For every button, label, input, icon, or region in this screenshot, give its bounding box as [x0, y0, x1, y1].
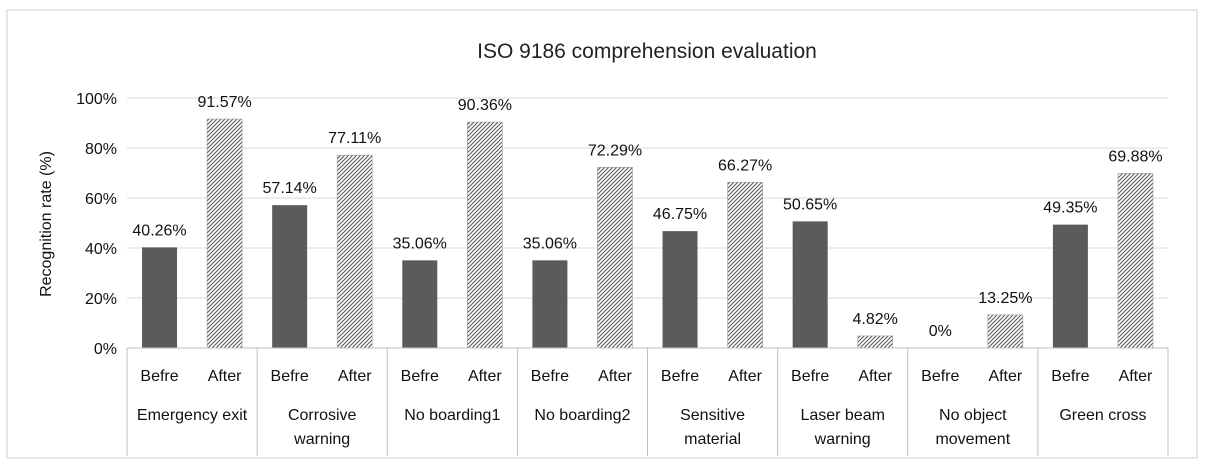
category-label: No boarding1 — [404, 407, 500, 424]
bars — [142, 118, 1154, 349]
sub-category-label: After — [988, 368, 1022, 385]
bar-befre — [402, 260, 438, 348]
bar-after — [206, 118, 243, 349]
sub-category-label: Befre — [401, 368, 439, 385]
bar-befre — [1052, 224, 1088, 348]
category-label: Emergency exit — [137, 407, 248, 424]
category-label: No object — [939, 407, 1007, 424]
y-tick-label: 60% — [85, 191, 117, 208]
sub-category-label: After — [598, 368, 632, 385]
y-tick-label: 80% — [85, 141, 117, 158]
sub-category-label: Befre — [140, 368, 178, 385]
sub-category-label: After — [858, 368, 892, 385]
category-label: warning — [814, 431, 871, 448]
bar-after — [857, 335, 894, 349]
sub-category-label: After — [208, 368, 242, 385]
data-label: 49.35% — [1043, 200, 1097, 217]
bar-befre — [532, 260, 568, 348]
bar-after — [1117, 173, 1154, 349]
sub-category-label: Befre — [271, 368, 309, 385]
bar-after — [467, 121, 503, 349]
chart-title: ISO 9186 comprehension evaluation — [477, 40, 817, 63]
y-axis-ticks: 0% 20% 40% 60% 80% 100% — [76, 91, 117, 358]
category-label: warning — [293, 431, 350, 448]
bar-after — [597, 166, 633, 349]
data-label: 50.65% — [783, 196, 837, 213]
sub-category-label: Befre — [921, 368, 959, 385]
category-label: Laser beam — [800, 407, 885, 424]
category-label: movement — [935, 431, 1010, 448]
y-tick-label: 20% — [85, 291, 117, 308]
y-tick-label: 0% — [94, 341, 117, 358]
bar-befre — [272, 205, 308, 348]
data-label: 35.06% — [393, 235, 447, 252]
sub-category-label: After — [1119, 368, 1153, 385]
y-axis-label: Recognition rate (%) — [38, 151, 55, 297]
bar-after — [336, 154, 373, 349]
data-label: 90.36% — [458, 97, 512, 114]
data-label: 91.57% — [197, 94, 251, 111]
data-label: 72.29% — [588, 142, 642, 159]
data-label: 66.27% — [718, 157, 772, 174]
data-label: 57.14% — [263, 180, 317, 197]
sub-category-label: After — [338, 368, 372, 385]
data-labels: 40.26% 57.14% 35.06% 35.06% 46.75% 50.65% 0% 49… — [132, 94, 1162, 340]
bar-after — [727, 182, 763, 349]
data-label: 69.88% — [1108, 148, 1162, 165]
sub-category-label: After — [728, 368, 762, 385]
bar-befre — [142, 247, 178, 348]
bar-after — [987, 314, 1024, 349]
y-tick-label: 40% — [85, 241, 117, 258]
category-label: Corrosive — [288, 407, 357, 424]
category-label: Green cross — [1059, 407, 1146, 424]
data-label: 0% — [929, 323, 952, 340]
sub-category-label: Befre — [531, 368, 569, 385]
data-label: 77.11% — [328, 130, 381, 147]
category-label: Sensitive — [680, 407, 745, 424]
bar-befre — [662, 231, 698, 348]
sub-category-label: After — [468, 368, 502, 385]
data-label: 40.26% — [132, 222, 186, 239]
x-axis: Befre After Emergency exit Befre After Corros… — [126, 347, 1169, 456]
y-tick-label: 100% — [76, 91, 117, 108]
bar-befre — [792, 221, 828, 348]
data-label: 35.06% — [523, 235, 577, 252]
category-label: material — [684, 431, 741, 448]
data-label: 46.75% — [653, 206, 707, 223]
data-label: 4.82% — [853, 311, 898, 328]
sub-category-label: Befre — [791, 368, 829, 385]
data-label: 13.25% — [978, 290, 1032, 307]
category-label: No boarding2 — [534, 407, 630, 424]
sub-category-label: Befre — [1051, 368, 1089, 385]
sub-category-label: Befre — [661, 368, 699, 385]
